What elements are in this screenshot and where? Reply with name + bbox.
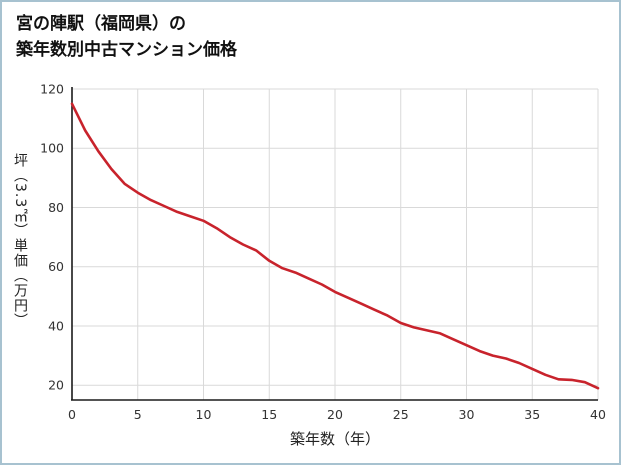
y-tick-label: 100 (40, 141, 64, 156)
y-tick-label: 40 (48, 318, 64, 333)
x-tick-label: 25 (393, 407, 409, 422)
page-title: 宮の陣駅（福岡県）の 築年数別中古マンション価格 (2, 2, 619, 65)
y-tick-label: 120 (40, 82, 64, 97)
page-title-line2: 築年数別中古マンション価格 (16, 39, 237, 60)
y-tick-label: 20 (48, 378, 64, 393)
x-tick-label: 30 (459, 407, 475, 422)
x-tick-label: 5 (134, 407, 142, 422)
price-chart: 20 40 60 80 100 120 0 5 10 15 20 25 30 35 40 築年数（年） (40, 82, 606, 449)
x-tick-label: 35 (524, 407, 540, 422)
chart-area: 坪（3.3㎡）単価（万円） 20 40 60 80 100 120 0 5 10 15 20 25 30… (2, 65, 619, 457)
y-tick-label: 60 (48, 259, 64, 274)
x-tick-label: 15 (261, 407, 277, 422)
x-tick-label: 10 (196, 407, 212, 422)
x-tick-label: 0 (68, 407, 76, 422)
page-title-line1: 宮の陣駅（福岡県）の (16, 14, 186, 34)
y-tick-label: 80 (48, 200, 64, 215)
x-tick-label: 40 (590, 407, 606, 422)
x-tick-label: 20 (327, 407, 343, 422)
y-axis-title: 坪（3.3㎡）単価（万円） (12, 153, 28, 329)
x-axis-title: 築年数（年） (290, 430, 380, 448)
series-line (70, 102, 600, 390)
